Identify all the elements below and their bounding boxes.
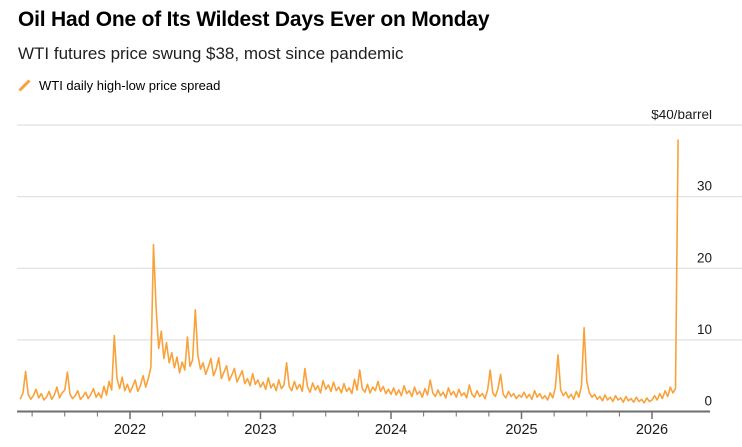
- page-title: Oil Had One of Its Wildest Days Ever on …: [18, 8, 490, 31]
- y-axis-label: 20: [697, 250, 712, 265]
- chart-subtitle: WTI futures price swung $38, most since …: [18, 44, 404, 63]
- y-axis-label: 10: [697, 322, 712, 337]
- x-axis-year-label: 2022: [114, 422, 146, 438]
- price-spread-chart: $40/barrel 30 20 10 0 2022 2023 2024 2025 2026: [17, 107, 742, 438]
- x-axis-year-label: 2025: [505, 422, 537, 438]
- x-axis-year-label: 2023: [244, 422, 276, 438]
- series-line-wti-spread: [19, 139, 679, 404]
- y-axis-label: 0: [704, 394, 712, 409]
- x-axis-year-label: 2026: [636, 422, 668, 438]
- legend-label: WTI daily high-low price spread: [39, 78, 221, 93]
- legend-slash-icon: [18, 79, 31, 92]
- y-axis-label: 30: [697, 179, 712, 194]
- chart-area: $40/barrel 30 20 10 0 2022 2023 2024 2025 2026: [0, 107, 742, 447]
- y-axis-unit-label: $40/barrel: [651, 110, 712, 122]
- x-axis-year-label: 2024: [375, 422, 407, 438]
- legend: WTI daily high-low price spread: [17, 78, 220, 93]
